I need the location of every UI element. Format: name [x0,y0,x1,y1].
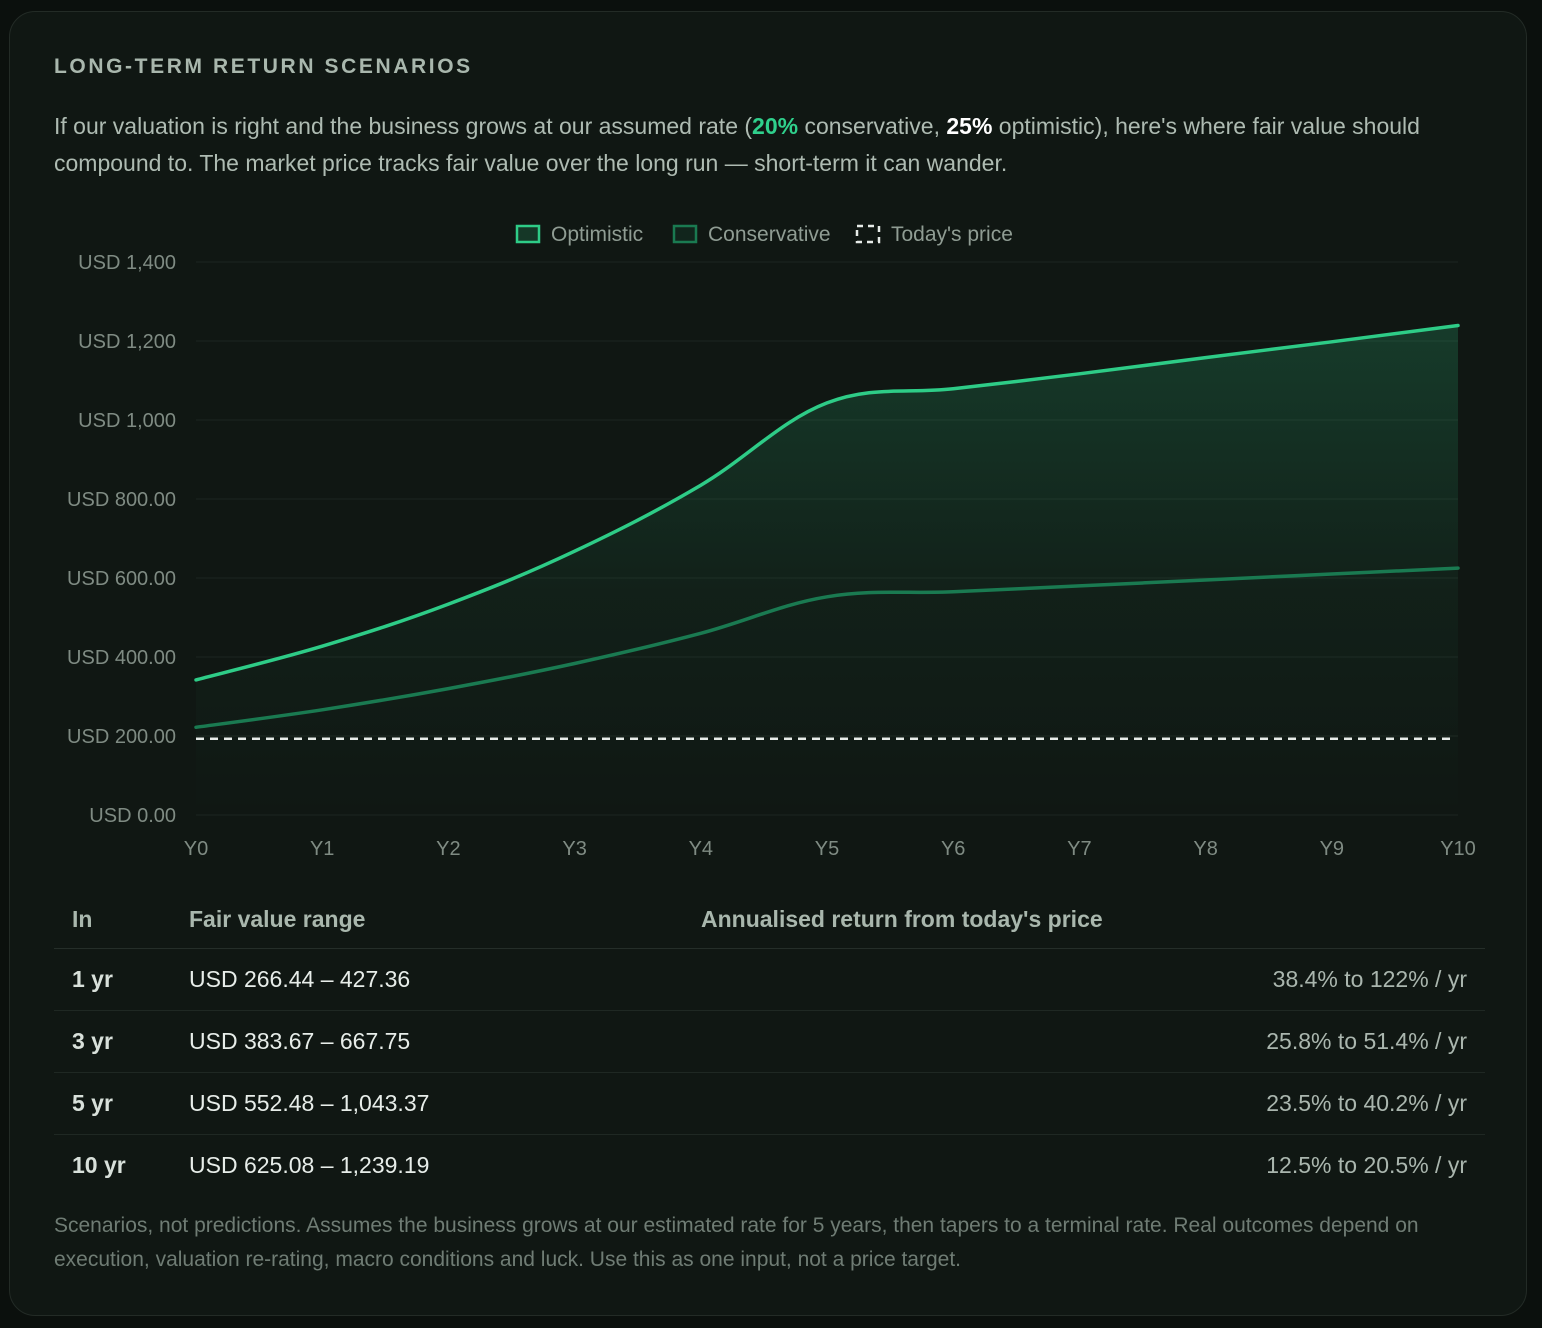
fair-value-line-chart: USD 0.00 USD 200.00 USD 400.00 USD 600.00 US… [67,223,1476,860]
y-axis-labels: USD 0.00 USD 200.00 USD 400.00 USD 600.00 US… [67,252,176,827]
legend-swatch-optimistic [515,224,541,244]
legend-swatch-conservative [672,224,698,244]
y-tick-label: USD 600.00 [67,568,176,590]
conservative-rate: 20% [752,113,799,139]
y-tick-label: USD 800.00 [67,489,176,511]
x-tick-label: Y7 [1067,838,1091,860]
y-tick-label: USD 0.00 [89,805,176,827]
y-tick-label: USD 200.00 [67,726,176,748]
return-scenarios-card: LONG-TERM RETURN SCENARIOS If our valuat… [9,11,1527,1316]
row-return: 12.5% to 20.5% / yr [1266,1152,1467,1178]
x-tick-label: Y9 [1320,838,1344,860]
x-tick-label: Y2 [436,838,460,860]
x-tick-label: Y8 [1193,838,1217,860]
table-row: 3 yr USD 383.67 – 667.75 25.8% to 51.4% … [54,1011,1485,1073]
row-range: USD 383.67 – 667.75 [189,1028,411,1054]
x-tick-label: Y0 [184,838,208,860]
header-range: Fair value range [189,906,366,932]
row-range: USD 625.08 – 1,239.19 [189,1152,430,1178]
row-return: 38.4% to 122% / yr [1272,966,1467,992]
y-tick-label: USD 400.00 [67,647,176,669]
table-header: In Fair value range Annualised return fr… [54,888,1485,949]
row-period: 5 yr [72,1090,113,1116]
row-return: 25.8% to 51.4% / yr [1266,1028,1467,1054]
header-period: In [72,906,93,932]
legend-label-optimistic: Optimistic [551,223,643,246]
row-period: 3 yr [72,1028,113,1054]
x-tick-label: Y4 [689,838,713,860]
y-tick-label: USD 1,200 [78,331,176,353]
intro-part-3: optimistic), here's where fair value sho… [54,113,1420,176]
legend-swatch-todays-price [855,224,881,244]
chart-series [194,323,1460,815]
y-tick-label: USD 1,400 [78,252,176,274]
table-row: 1 yr USD 266.44 – 427.36 38.4% to 122% /… [54,949,1485,1011]
row-period: 10 yr [72,1152,126,1178]
row-return: 23.5% to 40.2% / yr [1266,1090,1467,1116]
x-tick-label: Y3 [562,838,586,860]
section-title: LONG-TERM RETURN SCENARIOS [54,55,473,78]
optimistic-line [194,323,1460,682]
header-return: Annualised return from today's price [701,906,1103,932]
row-range: USD 552.48 – 1,043.37 [189,1090,430,1116]
x-tick-label: Y10 [1440,838,1476,860]
optimistic-rate: 25% [946,113,993,139]
row-period: 1 yr [72,966,113,992]
legend-label-todays-price: Today's price [891,223,1013,246]
x-tick-label: Y1 [310,838,334,860]
x-axis-labels: Y0 Y1 Y2 Y3 Y4 Y5 Y6 Y7 Y8 Y9 Y10 [184,838,1476,860]
fair-value-table: In Fair value range Annualised return fr… [54,888,1485,1196]
intro-part-1: If our valuation is right and the busine… [54,113,753,139]
intro-part-2: conservative, [798,113,947,139]
table-row: 10 yr USD 625.08 – 1,239.19 12.5% to 20.… [54,1135,1485,1196]
optimistic-area-fill [196,325,1458,815]
row-range: USD 266.44 – 427.36 [189,966,411,992]
x-tick-label: Y5 [815,838,839,860]
intro-text: If our valuation is right and the busine… [54,108,1484,182]
conservative-line [194,566,1460,730]
x-tick-label: Y6 [941,838,965,860]
legend-label-conservative: Conservative [708,223,831,246]
disclaimer-footnote: Scenarios, not predictions. Assumes the … [54,1214,1419,1271]
y-tick-label: USD 1,000 [78,410,176,432]
table-row: 5 yr USD 552.48 – 1,043.37 23.5% to 40.2… [54,1073,1485,1135]
chart-legend: Optimistic Conservative Today's price [515,223,1013,246]
